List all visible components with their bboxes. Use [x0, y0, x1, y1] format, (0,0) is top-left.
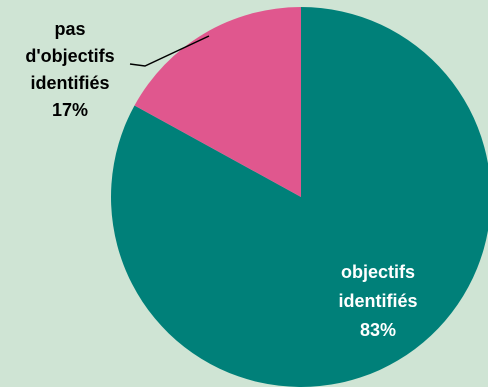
slice-label-line: identifiés	[30, 73, 109, 93]
slice-label-1: pas d'objectifs identifiés 17%	[25, 19, 114, 120]
pie-slice-1	[134, 7, 301, 197]
slice-label-line: d'objectifs	[25, 46, 114, 66]
slice-percent-label: 83%	[360, 320, 396, 340]
leader-line	[129, 35, 210, 67]
slice-percent-label: 17%	[52, 100, 88, 120]
slice-label-line: identifiés	[338, 291, 417, 311]
slice-label-line: pas	[54, 19, 85, 39]
slice-label-0: objectifs identifiés 83%	[338, 262, 417, 340]
pie-slice-0	[111, 7, 488, 387]
slice-label-line: objectifs	[341, 262, 415, 282]
